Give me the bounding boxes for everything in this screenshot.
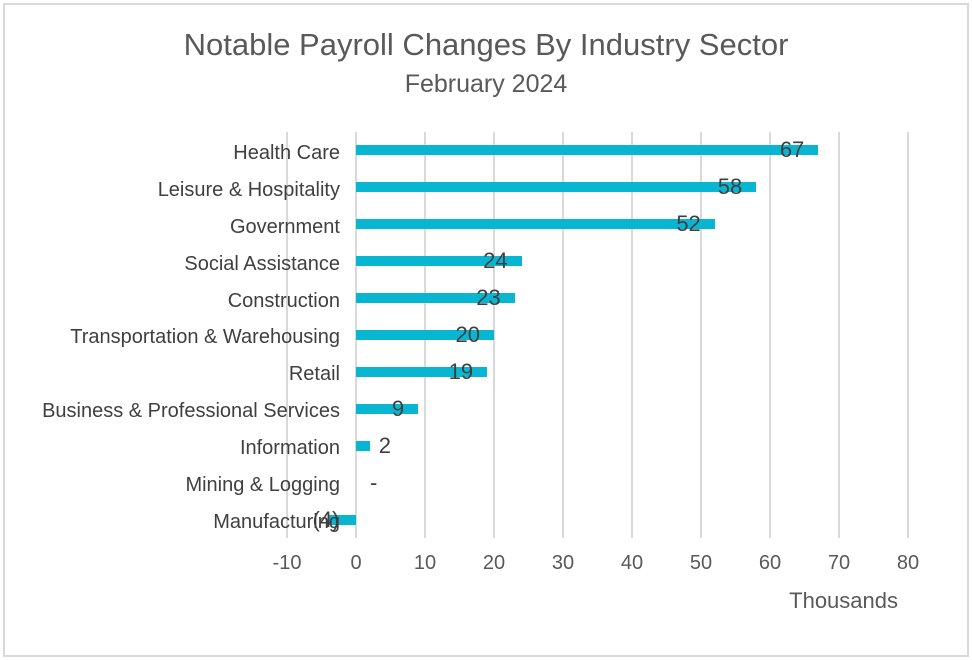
x-tick-label: 20 (482, 552, 506, 574)
x-tick-label: 30 (551, 552, 575, 574)
category-label: Leisure & Hospitality (157, 178, 340, 201)
bar-value-label: 67 (779, 137, 805, 163)
gridline (907, 132, 909, 538)
bar-value-label: 20 (455, 321, 480, 347)
x-tick-label: 70 (827, 552, 851, 574)
gridline (838, 132, 840, 538)
x-tick-label: 10 (413, 552, 437, 574)
x-tick-label: 50 (689, 552, 713, 574)
bar (356, 182, 757, 193)
bar (356, 145, 819, 156)
bar-value-label: 58 (717, 174, 743, 200)
gridline (769, 132, 771, 538)
bar (356, 366, 488, 377)
bar (356, 403, 419, 414)
category-label: Business & Professional Services (42, 400, 340, 423)
category-label: Manufacturing (213, 511, 340, 534)
axis-unit-label: Thousands (789, 588, 898, 613)
gridline (700, 132, 702, 538)
category-label: Government (229, 215, 340, 238)
category-label: Social Assistance (184, 252, 340, 275)
x-axis: -10 0 10 20 30 40 50 60 70 80 (273, 552, 920, 578)
chart-title: Notable Payroll Changes By Industry Sect… (183, 27, 789, 62)
gridline (562, 132, 564, 538)
bar (356, 256, 522, 267)
bar (356, 440, 370, 451)
x-tick-label: -10 (272, 552, 302, 574)
x-tick-label: 0 (350, 552, 362, 574)
category-label: Health Care (233, 141, 340, 164)
chart-subtitle: February 2024 (404, 70, 568, 98)
gridline (286, 132, 288, 538)
bar (356, 293, 515, 304)
bar-value-label: 9 (391, 395, 405, 421)
category-label: Retail (288, 363, 340, 386)
bar (356, 330, 494, 340)
bar-value-label: 19 (448, 358, 474, 384)
bar-value-label: 24 (483, 248, 508, 274)
bar-value-label: 2 (378, 432, 392, 458)
gridline (493, 132, 495, 538)
category-label: Construction (227, 289, 340, 312)
x-tick-label: 40 (620, 552, 644, 574)
bar-value-label: 52 (676, 211, 701, 237)
category-label: Information (239, 437, 340, 460)
category-axis: Health Care Leisure & Hospitality Governme… (0, 132, 340, 538)
bar-value-label: - (370, 469, 378, 495)
gridline (631, 132, 633, 538)
bar-value-label: (4) (312, 506, 340, 532)
bar (356, 219, 715, 230)
x-tick-label: 60 (758, 552, 782, 574)
plot-area: 67 58 52 24 23 20 19 9 2- (4) (286, 132, 909, 538)
bar-value-label: 23 (476, 285, 501, 311)
category-label: Transportation & Warehousing (70, 326, 340, 349)
category-label: Mining & Logging (185, 474, 340, 497)
x-tick-label: 80 (896, 552, 920, 574)
bar (328, 514, 356, 525)
